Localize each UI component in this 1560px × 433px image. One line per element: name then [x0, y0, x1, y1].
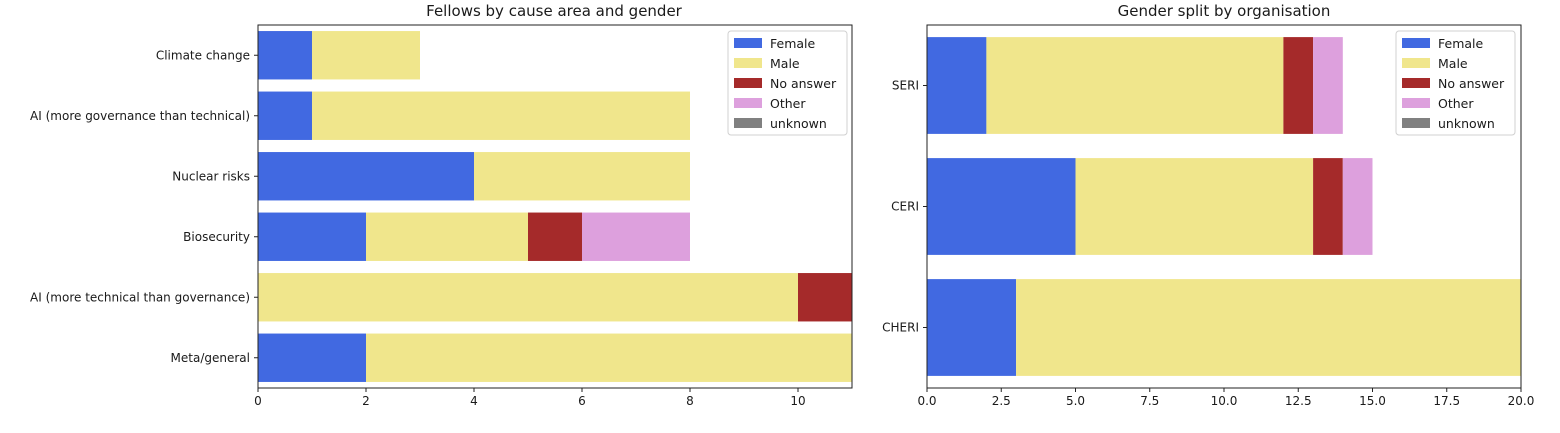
legend-label-no-answer: No answer	[770, 76, 837, 91]
bar-cheri-female	[927, 279, 1017, 376]
chart-cause-area: Fellows by cause area and gender Meta/ge…	[30, 2, 853, 408]
bar-nuclear-risks-female	[258, 152, 474, 201]
legend-label-male: Male	[770, 56, 800, 71]
legend-swatch-other	[734, 98, 762, 108]
bar-seri-other	[1313, 37, 1343, 134]
bars	[258, 31, 852, 382]
bar-seri-female	[927, 37, 987, 134]
bar-biosecurity-male	[366, 212, 528, 261]
x-tick-label: 12.5	[1285, 394, 1312, 408]
y-tick-label: CHERI	[882, 321, 919, 335]
legend-swatch-male	[734, 58, 762, 68]
y-tick-label: Biosecurity	[183, 230, 250, 244]
legend-swatch-no-answer	[734, 78, 762, 88]
bar-ai-more-technical-than-governance-male	[258, 273, 798, 322]
legend: Female Male No answer Other unknown	[1395, 30, 1516, 136]
y-tick-label: Climate change	[156, 48, 250, 62]
x-tick-label: 4	[470, 394, 478, 408]
y-tick-label: CERI	[891, 200, 919, 214]
y-tick-label: Meta/general	[171, 351, 250, 365]
legend-swatch-unknown	[1402, 118, 1430, 128]
x-tick-label: 10.0	[1211, 394, 1238, 408]
chart-title: Gender split by organisation	[1118, 2, 1331, 20]
legend-label-female: Female	[770, 36, 816, 51]
bar-ai-more-governance-than-technical-male	[312, 91, 690, 140]
bar-ceri-female	[927, 158, 1076, 255]
x-tick-label: 15.0	[1359, 394, 1386, 408]
y-tick-label: AI (more technical than governance)	[30, 290, 250, 304]
bar-meta-general-male	[366, 333, 852, 382]
legend-label-unknown: unknown	[770, 116, 827, 131]
bar-biosecurity-other	[582, 212, 690, 261]
x-tick-label: 5.0	[1066, 394, 1085, 408]
x-tick-label: 17.5	[1433, 394, 1460, 408]
chart-organisation: Gender split by organisation CHERI CERI SE…	[882, 2, 1534, 408]
legend-swatch-unknown	[734, 118, 762, 128]
bar-climate-change-female	[258, 31, 312, 80]
legend-swatch-male	[1402, 58, 1430, 68]
x-tick-label: 7.5	[1140, 394, 1159, 408]
legend-swatch-female	[734, 38, 762, 48]
legend-swatch-female	[1402, 38, 1430, 48]
x-tick-label: 6	[578, 394, 586, 408]
bar-meta-general-female	[258, 333, 366, 382]
x-tick-label: 0.0	[917, 394, 936, 408]
legend-box	[1395, 30, 1516, 136]
x-tick-label: 20.0	[1508, 394, 1535, 408]
legend-label-other: Other	[1438, 96, 1474, 111]
legend: Female Male No answer Other unknown	[727, 30, 848, 136]
y-tick-label: Nuclear risks	[172, 169, 250, 183]
bar-ceri-other	[1342, 158, 1373, 255]
x-tick-label: 0	[254, 394, 262, 408]
bar-cheri-male	[1016, 279, 1521, 376]
bar-ai-more-technical-than-governance-no-answer	[798, 273, 852, 322]
legend-label-other: Other	[770, 96, 806, 111]
x-tick-label: 8	[686, 394, 694, 408]
legend-swatch-no-answer	[1402, 78, 1430, 88]
y-tick-label: SERI	[892, 79, 919, 93]
bar-biosecurity-female	[258, 212, 366, 261]
legend-label-male: Male	[1438, 56, 1468, 71]
legend-label-female: Female	[1438, 36, 1484, 51]
bar-ceri-no-answer	[1313, 158, 1343, 255]
x-tick-label: 2	[362, 394, 370, 408]
bar-nuclear-risks-male	[474, 152, 690, 201]
x-tick-label: 10	[790, 394, 805, 408]
legend-label-no-answer: No answer	[1438, 76, 1505, 91]
bar-biosecurity-no-answer	[528, 212, 582, 261]
legend-label-unknown: unknown	[1438, 116, 1495, 131]
y-tick-label: AI (more governance than technical)	[30, 109, 250, 123]
legend-swatch-other	[1402, 98, 1430, 108]
bar-ceri-male	[1075, 158, 1314, 255]
bars	[927, 37, 1521, 376]
bar-seri-male	[986, 37, 1284, 134]
bar-climate-change-male	[312, 31, 420, 80]
axes-frame	[257, 24, 853, 389]
bar-ai-more-governance-than-technical-female	[258, 91, 312, 140]
chart-title: Fellows by cause area and gender	[426, 2, 683, 20]
legend-box	[727, 30, 848, 136]
bar-seri-no-answer	[1283, 37, 1314, 134]
x-tick-label: 2.5	[992, 394, 1011, 408]
